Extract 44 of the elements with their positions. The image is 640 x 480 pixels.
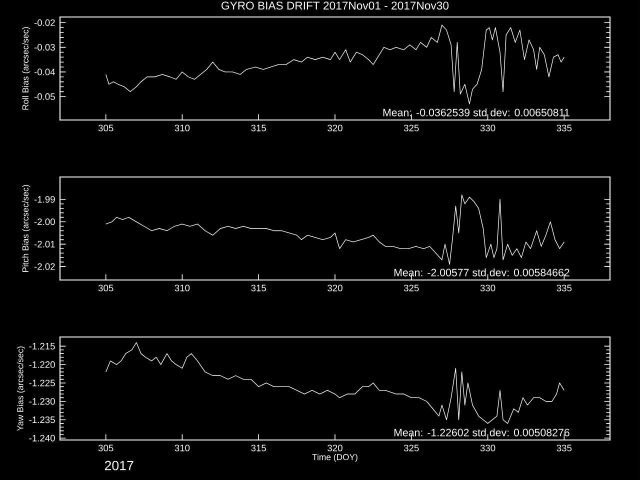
x-tick-label: 315	[251, 124, 266, 132]
x-tick-label: 315	[251, 284, 266, 292]
x-tick-label: 335	[556, 284, 572, 292]
y-tick-label: -2.00	[34, 218, 55, 226]
annotation: Mean: -1.22602 std dev: 0.00508276	[394, 428, 570, 436]
y-tick-label: -0.04	[34, 68, 56, 76]
y-axis-title: Pitch Bias (arcsec/sec)	[22, 184, 30, 272]
x-axis-title: Time (DOY)	[312, 454, 358, 462]
y-axis-title: Yaw Bias (arcsec/sec)	[16, 346, 26, 431]
x-tick-label: 325	[404, 444, 419, 452]
y-tick-label: -2.01	[34, 240, 55, 248]
y-tick-label: -0.05	[34, 93, 55, 100]
x-tick-label: 305	[98, 444, 114, 452]
y-tick-label: -1.225	[29, 380, 55, 386]
y-tick-label: -1.215	[29, 342, 55, 350]
y-axis-title: Roll Bias (arcsec/sec)	[22, 27, 30, 110]
x-tick-label: 310	[174, 124, 190, 132]
x-tick-label: 305	[98, 124, 114, 132]
y-tick-label: -1.230	[29, 398, 55, 405]
annotation: Mean: -2.00577 std dev: 0.00584662	[394, 268, 570, 276]
x-tick-label: 335	[556, 124, 572, 132]
y-tick-label: -1.235	[29, 416, 55, 424]
y-tick-label: -2.02	[34, 263, 55, 270]
y-tick-label: -0.02	[34, 19, 55, 26]
y-tick-label: -0.03	[34, 44, 55, 51]
y-tick-label: -1.240	[29, 434, 55, 442]
x-tick-label: 325	[404, 124, 419, 132]
x-tick-label: 330	[480, 124, 496, 132]
x-tick-label: 320	[328, 284, 342, 292]
x-tick-label: 320	[328, 124, 342, 132]
chart-title: GYRO BIAS DRIFT 2017Nov01 - 2017Nov30	[222, 2, 449, 10]
x-tick-label: 330	[480, 284, 496, 292]
annotation: Mean: -0.0362539 std dev: 0.00650811	[383, 108, 570, 116]
x-tick-label: 310	[174, 444, 190, 452]
x-tick-label: 315	[251, 444, 266, 452]
text: 2017	[104, 460, 134, 470]
x-tick-label: 330	[480, 444, 496, 452]
x-tick-label: 310	[174, 284, 190, 292]
x-tick-label: 305	[98, 284, 114, 292]
x-tick-label: 335	[556, 444, 572, 452]
x-tick-label: 320	[328, 444, 342, 452]
y-tick-label: -1.220	[29, 361, 55, 368]
y-tick-label: -1.99	[34, 196, 55, 203]
x-tick-label: 325	[404, 284, 419, 292]
